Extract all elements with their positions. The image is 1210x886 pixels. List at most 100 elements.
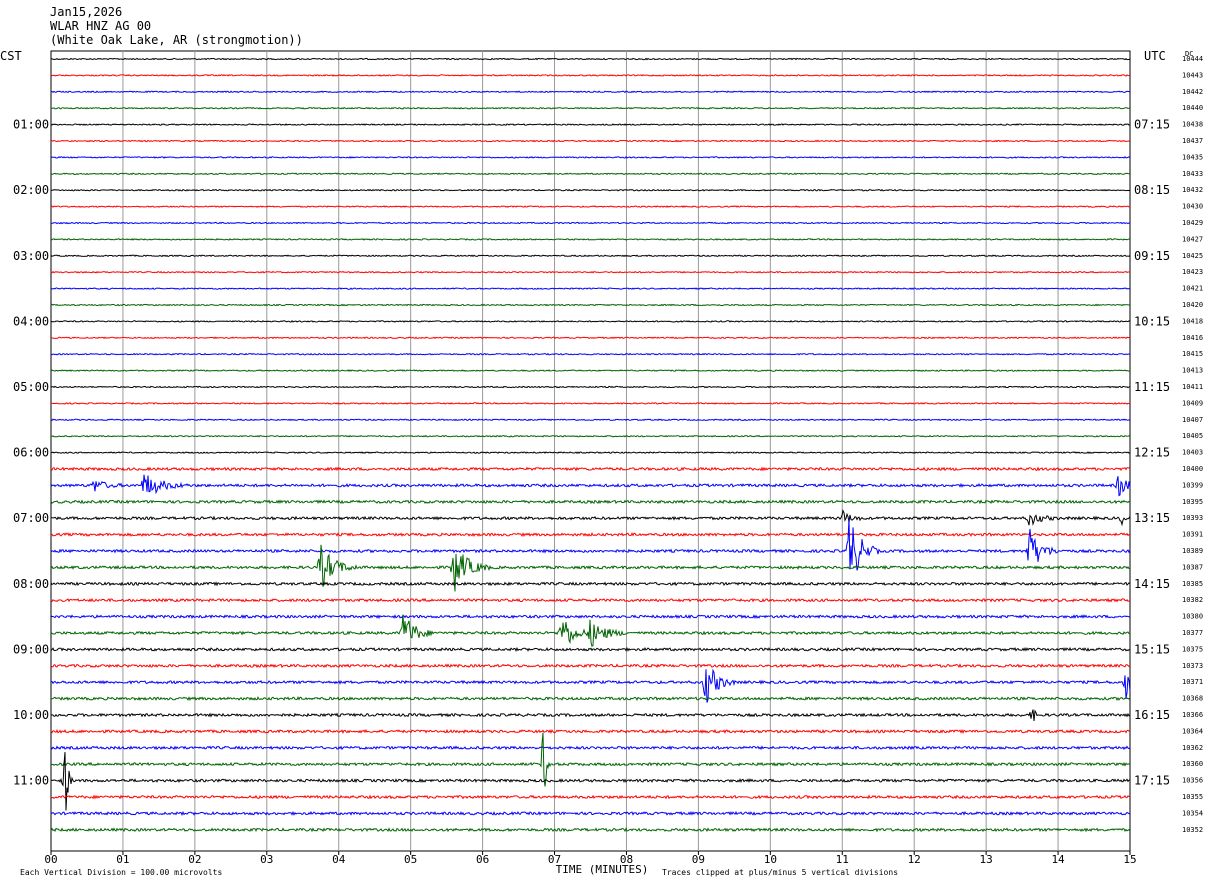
left-hour-label: 04:00 <box>13 314 49 328</box>
dc-value-label: 10443 <box>1182 71 1203 79</box>
dc-value-label: 10368 <box>1182 695 1203 703</box>
trace-17 <box>50 336 1131 340</box>
trace-19 <box>50 369 1131 372</box>
left-hour-label: 06:00 <box>13 446 49 460</box>
x-tick-label: 00 <box>44 853 57 866</box>
trace-21 <box>51 402 1131 405</box>
x-tick-label: 04 <box>332 853 346 866</box>
left-hour-label: 03:00 <box>13 249 49 263</box>
dc-value-label: 10405 <box>1182 432 1203 440</box>
left-hour-label: 07:00 <box>13 511 49 525</box>
dc-value-label: 10354 <box>1182 809 1203 817</box>
dc-value-label: 10420 <box>1182 301 1203 309</box>
dc-value-label: 10409 <box>1182 399 1203 407</box>
trace-35 <box>50 614 1131 647</box>
trace-23 <box>51 434 1131 438</box>
right-hour-label: 11:15 <box>1134 380 1170 394</box>
dc-value-label: 10416 <box>1182 334 1203 342</box>
right-hour-label: 09:15 <box>1134 249 1170 263</box>
dc-value-label: 10375 <box>1182 645 1203 653</box>
dc-value-label: 10377 <box>1182 629 1203 637</box>
right-hour-label: 15:15 <box>1134 642 1170 656</box>
dc-value-label: 10427 <box>1182 235 1203 243</box>
right-hour-label: 13:15 <box>1134 511 1170 525</box>
header-station: WLAR HNZ AG 00 <box>50 19 152 33</box>
plot-frame <box>50 50 1131 852</box>
dc-value-label: 10437 <box>1182 137 1203 145</box>
dc-value-label: 10430 <box>1182 203 1203 211</box>
x-tick-label: 15 <box>1123 853 1136 866</box>
right-hour-label: 17:15 <box>1134 774 1170 788</box>
dc-value-label: 10382 <box>1182 596 1203 604</box>
dc-value-label: 10389 <box>1182 547 1203 555</box>
trace-16 <box>50 320 1131 323</box>
right-hour-label: 07:15 <box>1134 118 1170 132</box>
left-hour-label: 08:00 <box>13 577 49 591</box>
dc-value-label: 10364 <box>1182 727 1203 735</box>
trace-41 <box>50 728 1131 735</box>
trace-44 <box>50 752 1131 811</box>
trace-25 <box>50 466 1131 472</box>
right-hour-label: 16:15 <box>1134 708 1170 722</box>
trace-13 <box>50 270 1131 274</box>
left-hour-label: 10:00 <box>13 708 49 722</box>
trace-18 <box>50 352 1131 356</box>
x-tick-label: 01 <box>116 853 129 866</box>
trace-39 <box>50 696 1131 702</box>
trace-45 <box>50 794 1131 800</box>
left-hour-label: 11:00 <box>13 774 49 788</box>
trace-26 <box>50 474 1131 497</box>
dc-value-label: 10387 <box>1182 563 1203 571</box>
trace-15 <box>50 303 1131 307</box>
dc-value-label: 10440 <box>1182 104 1203 112</box>
trace-5 <box>50 139 1131 143</box>
x-tick-label: 08 <box>620 853 633 866</box>
trace-34 <box>50 614 1131 620</box>
x-tick-label: 09 <box>692 853 705 866</box>
trace-30 <box>50 518 1131 571</box>
trace-6 <box>50 156 1131 159</box>
dc-value-label: 10391 <box>1182 531 1203 539</box>
trace-29 <box>50 532 1131 538</box>
trace-40 <box>50 709 1131 722</box>
trace-46 <box>50 810 1131 816</box>
x-axis-title: TIME (MINUTES) <box>556 863 649 876</box>
dc-value-label: 10433 <box>1182 170 1203 178</box>
x-tick-label: 03 <box>260 853 273 866</box>
dc-value-label: 10355 <box>1182 793 1203 801</box>
x-tick-label: 02 <box>188 853 201 866</box>
trace-14 <box>50 287 1131 290</box>
trace-7 <box>50 172 1131 176</box>
dc-value-label: 10423 <box>1182 268 1203 276</box>
trace-3 <box>51 106 1131 110</box>
x-tick-label: 07 <box>548 853 561 866</box>
x-tick-label: 05 <box>404 853 417 866</box>
dc-value-label: 10380 <box>1182 613 1203 621</box>
right-hour-label: 12:15 <box>1134 446 1170 460</box>
trace-2 <box>50 90 1131 94</box>
trace-28 <box>51 509 1131 527</box>
dc-value-label: 10435 <box>1182 153 1203 161</box>
dc-value-label: 10393 <box>1182 514 1203 522</box>
trace-36 <box>50 646 1131 652</box>
x-tick-label: 14 <box>1051 853 1065 866</box>
right-hour-label: 10:15 <box>1134 314 1170 328</box>
trace-47 <box>50 827 1131 833</box>
trace-42 <box>50 745 1131 751</box>
clip-note: Traces clipped at plus/minus 5 vertical … <box>662 868 898 877</box>
header-date: Jan15,2026 <box>50 5 123 19</box>
left-hour-label: 01:00 <box>13 118 49 132</box>
dc-value-label: 10400 <box>1182 465 1203 473</box>
dc-value-label: 10395 <box>1182 498 1203 506</box>
dc-value-label: 10399 <box>1182 481 1203 489</box>
x-tick-label: 13 <box>980 853 993 866</box>
trace-33 <box>50 597 1131 603</box>
right-timezone-label: UTC <box>1144 49 1166 63</box>
x-tick-label: 12 <box>908 853 921 866</box>
dc-value-label: 10411 <box>1182 383 1203 391</box>
left-hour-label: 02:00 <box>13 183 49 197</box>
header-location: (White Oak Lake, AR (strongmotion)) <box>50 33 303 47</box>
trace-4 <box>50 123 1131 126</box>
dc-value-label: 10438 <box>1182 121 1203 129</box>
